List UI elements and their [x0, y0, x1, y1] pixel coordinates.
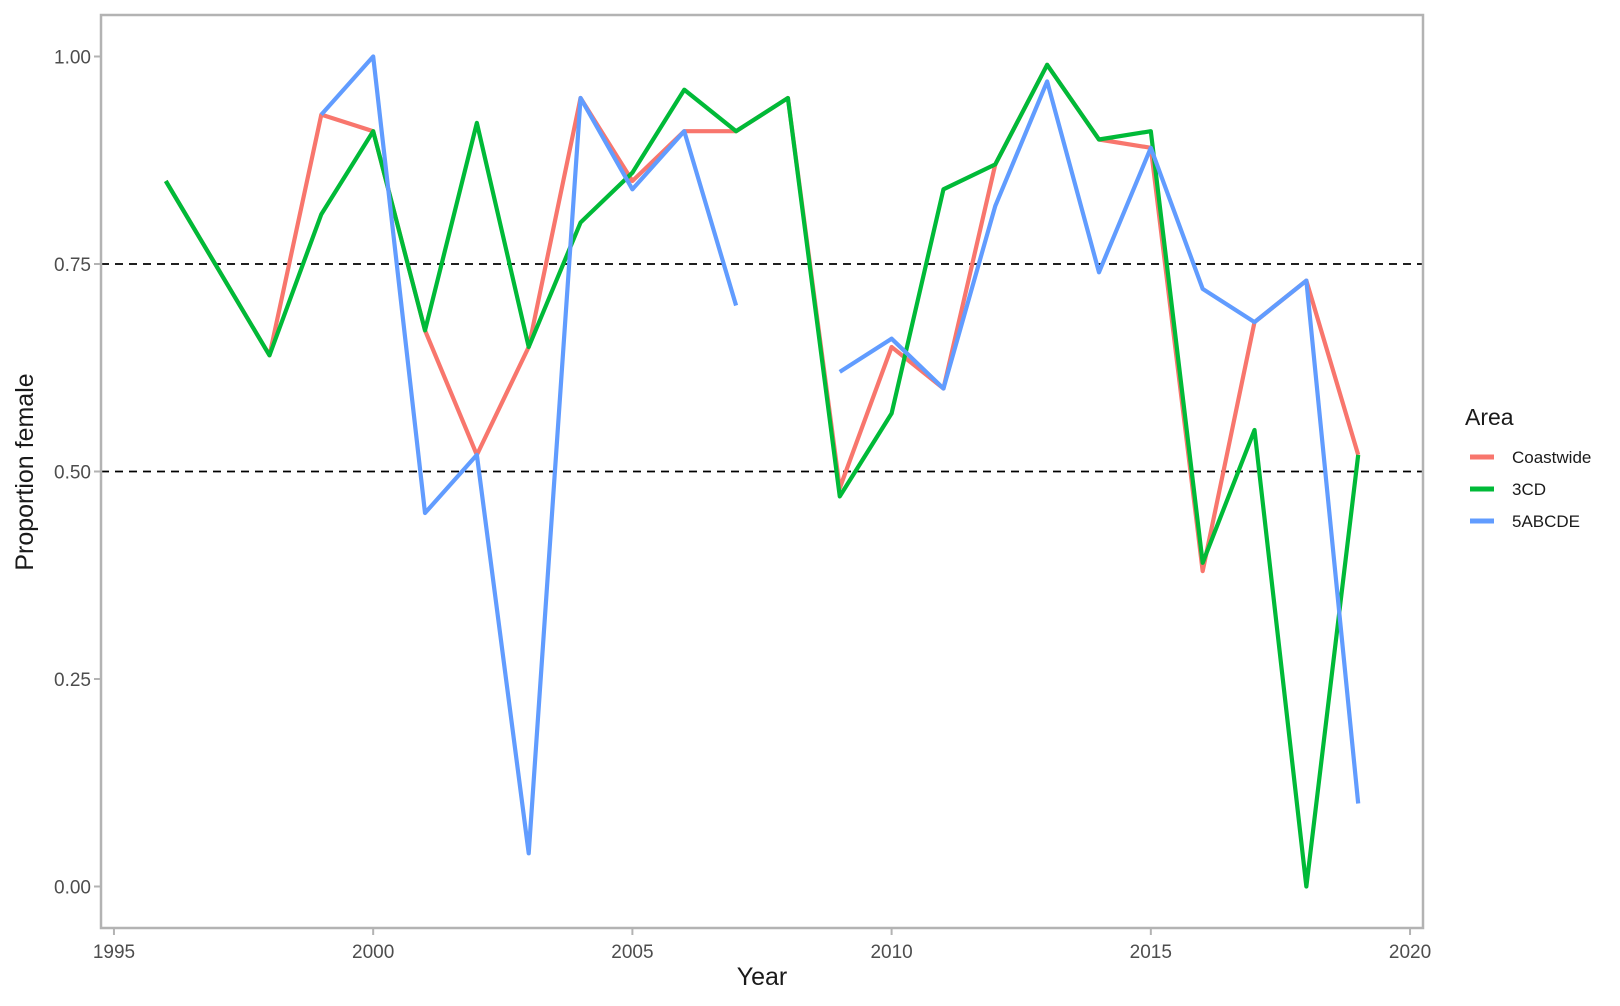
- y-axis: 0.00 0.25 0.50 0.75 1.00: [54, 48, 101, 899]
- legend-label: Coastwide: [1512, 448, 1591, 467]
- legend: Area Coastwide 3CD 5ABCDE: [1465, 404, 1591, 531]
- y-tick-label: 1.00: [54, 48, 91, 69]
- legend-title: Area: [1465, 404, 1514, 430]
- x-tick-label: 2005: [611, 942, 653, 963]
- x-tick-label: 2020: [1389, 942, 1431, 963]
- series-lines: [163, 54, 1361, 889]
- x-axis-title: Year: [737, 963, 788, 991]
- series-line-3cd: [163, 62, 1361, 889]
- reference-lines: [101, 263, 1423, 473]
- x-tick-label: 2015: [1130, 942, 1172, 963]
- legend-label: 3CD: [1512, 480, 1546, 499]
- y-axis-title: Proportion female: [11, 373, 39, 570]
- x-tick-label: 2010: [870, 942, 912, 963]
- series-line-5abcde: [319, 54, 739, 856]
- x-tick-label: 1995: [93, 942, 135, 963]
- x-axis: 1995 2000 2005 2010 2015 2020: [93, 928, 1431, 963]
- series-line-5abcde: [838, 79, 1361, 804]
- y-tick-label: 0.00: [54, 878, 91, 899]
- legend-items: Coastwide 3CD 5ABCDE: [1470, 448, 1591, 531]
- y-tick-label: 0.50: [54, 463, 91, 484]
- x-tick-label: 2000: [352, 942, 394, 963]
- legend-label: 5ABCDE: [1512, 512, 1580, 531]
- y-tick-label: 0.75: [54, 255, 91, 276]
- y-tick-label: 0.25: [54, 670, 91, 691]
